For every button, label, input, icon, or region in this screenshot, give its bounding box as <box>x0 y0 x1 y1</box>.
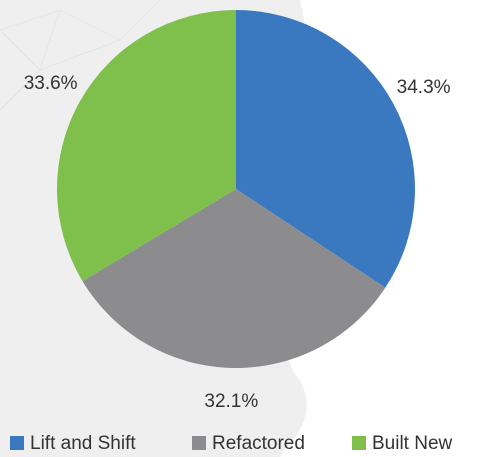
legend-label: Refactored <box>212 433 305 454</box>
legend-label: Lift and Shift <box>30 433 136 454</box>
legend-swatch <box>192 436 206 450</box>
data-label: 34.3% <box>397 77 451 98</box>
data-label: 32.1% <box>204 391 258 412</box>
data-label: 33.6% <box>24 73 78 94</box>
pie-slice <box>56 10 236 282</box>
legend-label: Built New <box>372 433 453 454</box>
pie-slice <box>82 189 386 368</box>
legend-swatch <box>352 436 366 450</box>
pie-slice <box>236 10 415 288</box>
background-texture <box>0 0 161 111</box>
legend-swatch <box>10 436 24 450</box>
